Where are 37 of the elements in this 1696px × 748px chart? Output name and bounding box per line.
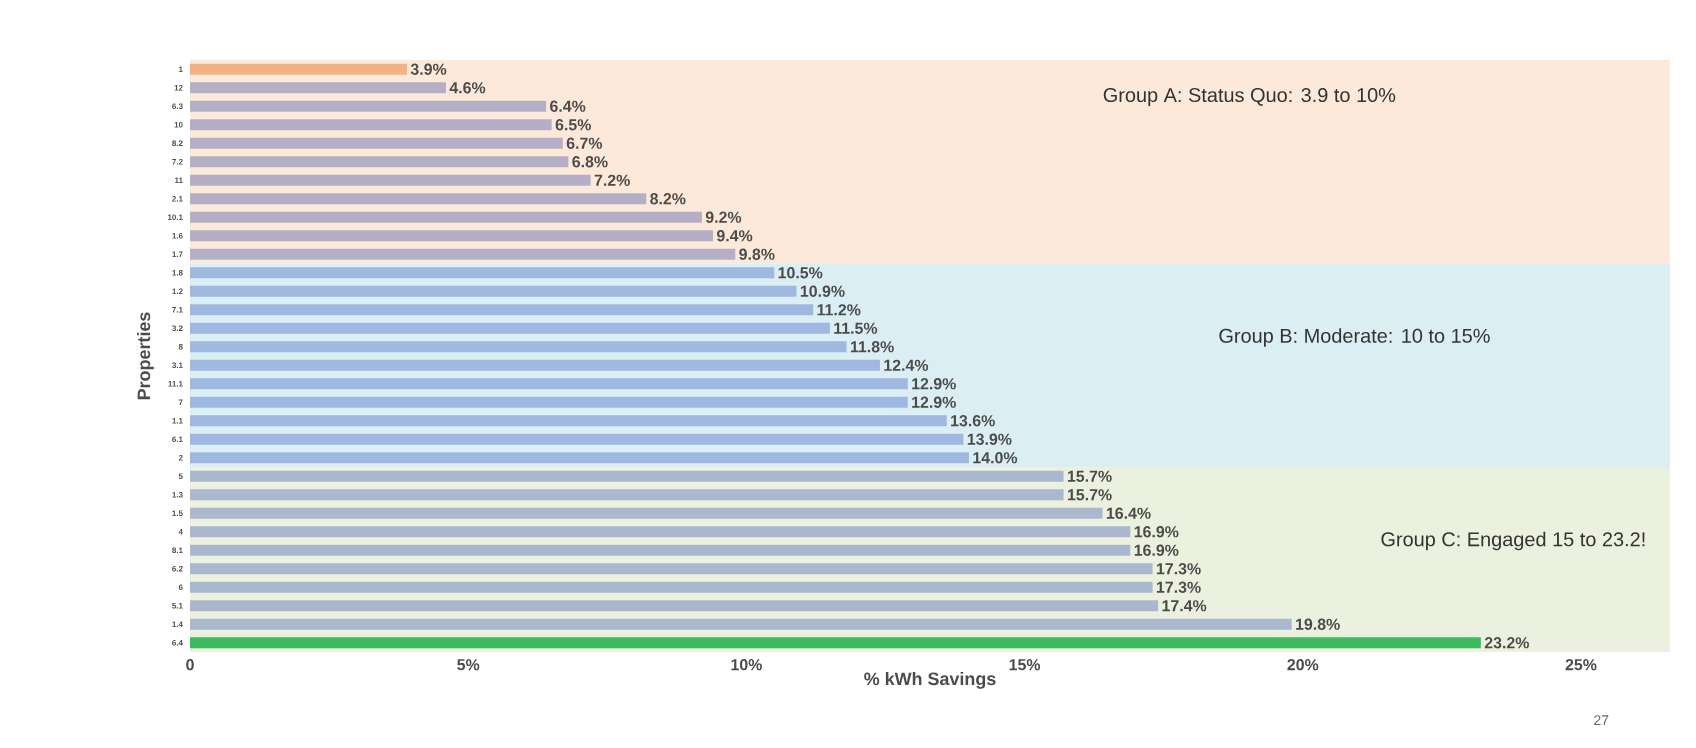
bar: [190, 396, 908, 408]
bar: [190, 156, 569, 168]
bar: [190, 174, 591, 186]
bar: [190, 470, 1064, 482]
bar: [190, 581, 1153, 593]
bar: [190, 415, 947, 427]
bar: [190, 452, 969, 464]
y-axis-title: Properties: [137, 312, 154, 400]
bar: [190, 433, 964, 445]
bar: [190, 137, 563, 149]
bar: [190, 267, 775, 279]
bar: [190, 230, 714, 242]
bar: [190, 322, 830, 334]
bar: [190, 304, 814, 316]
bar: [190, 618, 1292, 630]
bar: [190, 285, 797, 297]
bar: [190, 378, 908, 390]
bar: [190, 563, 1153, 575]
band-label: Group A: Status Quo: 3.9 to 10%: [1103, 87, 1396, 107]
bar: [190, 600, 1159, 612]
bar: [190, 82, 446, 94]
bar: [190, 526, 1131, 538]
x-axis-title: % kWh Savings: [864, 672, 996, 689]
band-label: Group B: Moderate: 10 to 15%: [1219, 328, 1490, 347]
bar: [190, 637, 1481, 649]
bar: [190, 359, 880, 371]
bar: [190, 100, 547, 112]
bar: [190, 63, 407, 75]
bar: [190, 544, 1131, 556]
band-label: Group C: Engaged 15 to 23.2!: [1381, 531, 1645, 551]
bar: [190, 507, 1103, 519]
bar: [190, 489, 1064, 501]
bar: [190, 248, 736, 260]
bar: [190, 341, 847, 353]
bar: [190, 211, 702, 223]
bar: [190, 119, 552, 131]
bar: [190, 193, 647, 205]
